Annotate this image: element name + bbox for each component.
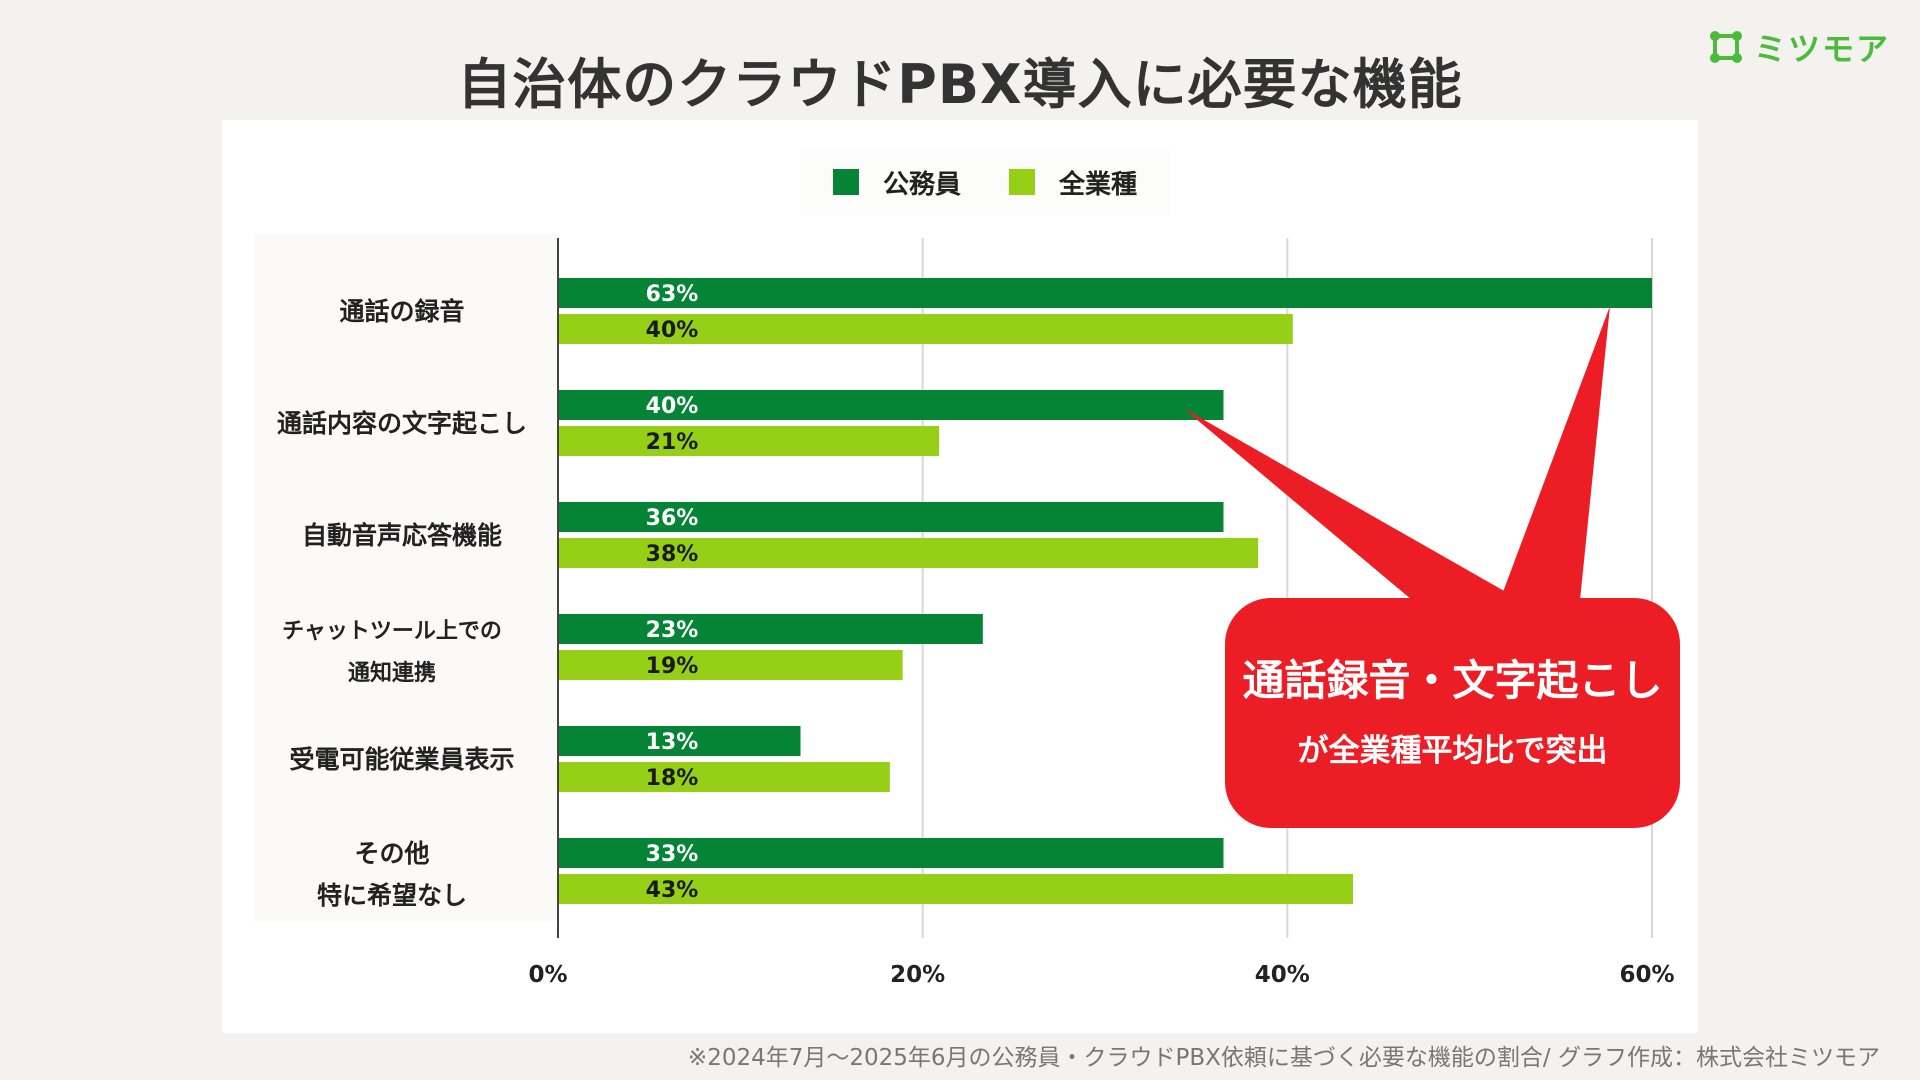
bar-s1-2 [558,502,1224,532]
x-tick-label-1: 20% [890,962,945,988]
x-tick-label-2: 40% [1255,962,1310,988]
legend-swatch-series2 [1009,169,1035,195]
category-label-5-0: その他 [354,839,429,868]
chart-legend: 公務員 全業種 [800,148,1170,216]
legend-swatch-series1 [832,169,859,195]
bar-s1-1 [558,390,1224,420]
category-label-1: 通話内容の文字起こし [277,409,527,438]
data-label-s1-5: 33% [646,842,699,867]
data-label-s2-0: 40% [646,318,699,343]
callout-pointer-1 [1183,408,1520,600]
bar-s1-0 [558,278,1652,308]
data-label-s1-1: 40% [646,394,699,419]
bar-s2-0 [558,314,1293,344]
x-tick-label-0: 0% [528,962,567,988]
bar-s2-4 [558,762,890,792]
data-label-s1-0: 63% [646,282,699,307]
data-label-s2-5: 43% [646,878,699,903]
x-tick-label-3: 60% [1619,962,1674,988]
data-label-s1-3: 23% [646,618,699,643]
category-label-4: 受電可能従業員表示 [289,745,514,774]
data-label-s2-3: 19% [646,654,699,679]
footnote: ※2024年7月〜2025年6月の公務員・クラウドPBX依頼に基づく必要な機能の… [687,1045,1880,1071]
category-panel [254,233,558,921]
category-label-3-0: チャットツール上での [282,619,502,644]
data-label-s2-1: 21% [646,430,699,455]
bar-s2-3 [558,650,903,680]
page-title: 自治体のクラウドPBX導入に必要な機能 [457,53,1463,116]
category-label-3-1: 通知連携 [348,660,436,686]
category-label-0: 通話の録音 [339,297,464,326]
bar-s1-5 [558,838,1224,868]
bar-s2-1 [558,426,940,456]
legend-item-series2: 全業種 [1009,164,1137,201]
callout-main-text: 通話録音・文字起こし [1242,656,1663,706]
bar-s2-5 [558,874,1353,904]
legend-label-series1: 公務員 [882,169,961,200]
callout-box: 通話録音・文字起こし が全業種平均比で突出 [1225,598,1680,828]
data-label-s2-2: 38% [646,542,699,567]
brand-logo: ミツモア [1708,24,1890,70]
bar-s1-3 [558,614,983,644]
brand-name: ミツモア [1753,30,1890,68]
callout-pointer-2 [1500,306,1610,600]
legend-label-series2: 全業種 [1059,169,1138,200]
legend-item-series1: 公務員 [832,164,961,201]
data-label-s2-4: 18% [646,766,699,791]
data-label-s1-4: 13% [646,730,699,755]
category-label-2: 自動音声応答機能 [302,521,502,550]
category-label-5-1: 特に希望なし [317,881,467,910]
callout-sub-text: が全業種平均比で突出 [1297,732,1608,769]
bar-s1-4 [558,726,801,756]
data-label-s1-2: 36% [646,506,699,531]
mitsumore-logo-icon [1709,31,1742,63]
bar-s2-2 [558,538,1259,568]
